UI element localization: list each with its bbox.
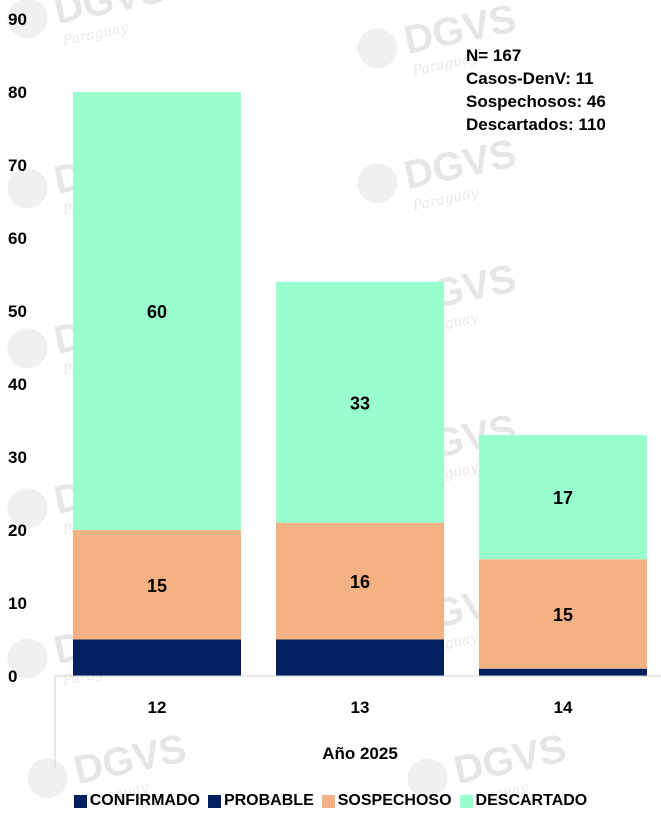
summary-casos: Casos-DenV: 11 (466, 69, 594, 88)
x-tick-label: 13 (351, 698, 370, 717)
legend-label: SOSPECHOSO (337, 792, 452, 809)
summary-descartados: Descartados: 110 (466, 115, 606, 134)
data-label-descartado: 33 (350, 393, 370, 413)
legend-label: DESCARTADO (475, 792, 588, 809)
globe-icon (407, 758, 448, 799)
y-axis: 0 10 20 30 40 50 60 70 80 90 (8, 10, 27, 686)
data-labels-layer: 15 60 16 33 15 17 (147, 302, 573, 625)
globe-icon (7, 0, 48, 39)
y-tick-label: 30 (8, 448, 27, 467)
globe-icon (27, 758, 68, 799)
legend: CONFIRMADO PROBABLE SOSPECHOSO DESCARTADO (0, 792, 661, 810)
legend-swatch (459, 794, 473, 808)
legend-item-sospechoso: SOSPECHOSO (321, 792, 452, 810)
summary-box: N= 167 Casos-DenV: 11 Sospechosos: 46 De… (466, 44, 606, 136)
y-tick-label: 40 (8, 375, 27, 394)
y-tick-label: 50 (8, 302, 27, 321)
y-tick-label: 80 (8, 83, 27, 102)
bar-descartado (73, 92, 241, 530)
bar-descartado (276, 281, 444, 523)
globe-icon (357, 163, 398, 204)
bars-layer (73, 92, 647, 676)
legend-swatch (321, 794, 335, 808)
bar-sospechoso (276, 522, 444, 640)
legend-item-descartado: DESCARTADO (459, 792, 588, 810)
bar-probable (276, 639, 444, 676)
summary-sospechosos: Sospechosos: 46 (466, 92, 606, 111)
y-tick-label: 60 (8, 229, 27, 248)
x-axis: 12 13 14 Año 2025 (54, 675, 661, 768)
y-tick-label: 10 (8, 594, 27, 613)
summary-total: N= 167 (466, 46, 522, 65)
globe-icon (357, 28, 398, 69)
x-tick-label: 14 (554, 698, 573, 717)
x-axis-title: Año 2025 (322, 744, 398, 763)
y-tick-label: 70 (8, 156, 27, 175)
y-tick-label: 0 (8, 667, 17, 686)
legend-swatch (73, 794, 87, 808)
bar-probable (479, 668, 647, 676)
bar-sospechoso (73, 530, 241, 640)
y-tick-label: 20 (8, 521, 27, 540)
data-label-sospechoso: 16 (350, 572, 370, 592)
globe-icon (7, 488, 48, 529)
bar-descartado (479, 435, 647, 560)
globe-icon (7, 328, 48, 369)
data-label-descartado: 60 (147, 302, 167, 322)
data-label-sospechoso: 15 (147, 576, 167, 596)
y-tick-label: 90 (8, 10, 27, 29)
data-label-sospechoso: 15 (553, 605, 573, 625)
legend-label: PROBABLE (223, 792, 314, 809)
x-tick-label: 12 (148, 698, 167, 717)
legend-label: CONFIRMADO (89, 792, 200, 809)
bar-sospechoso (479, 559, 647, 669)
legend-swatch (207, 794, 221, 808)
legend-item-probable: PROBABLE (207, 792, 314, 810)
globe-icon (7, 638, 48, 679)
bar-probable (73, 639, 241, 676)
globe-icon (7, 168, 48, 209)
legend-item-confirmado: CONFIRMADO (73, 792, 200, 810)
data-label-descartado: 17 (553, 488, 573, 508)
